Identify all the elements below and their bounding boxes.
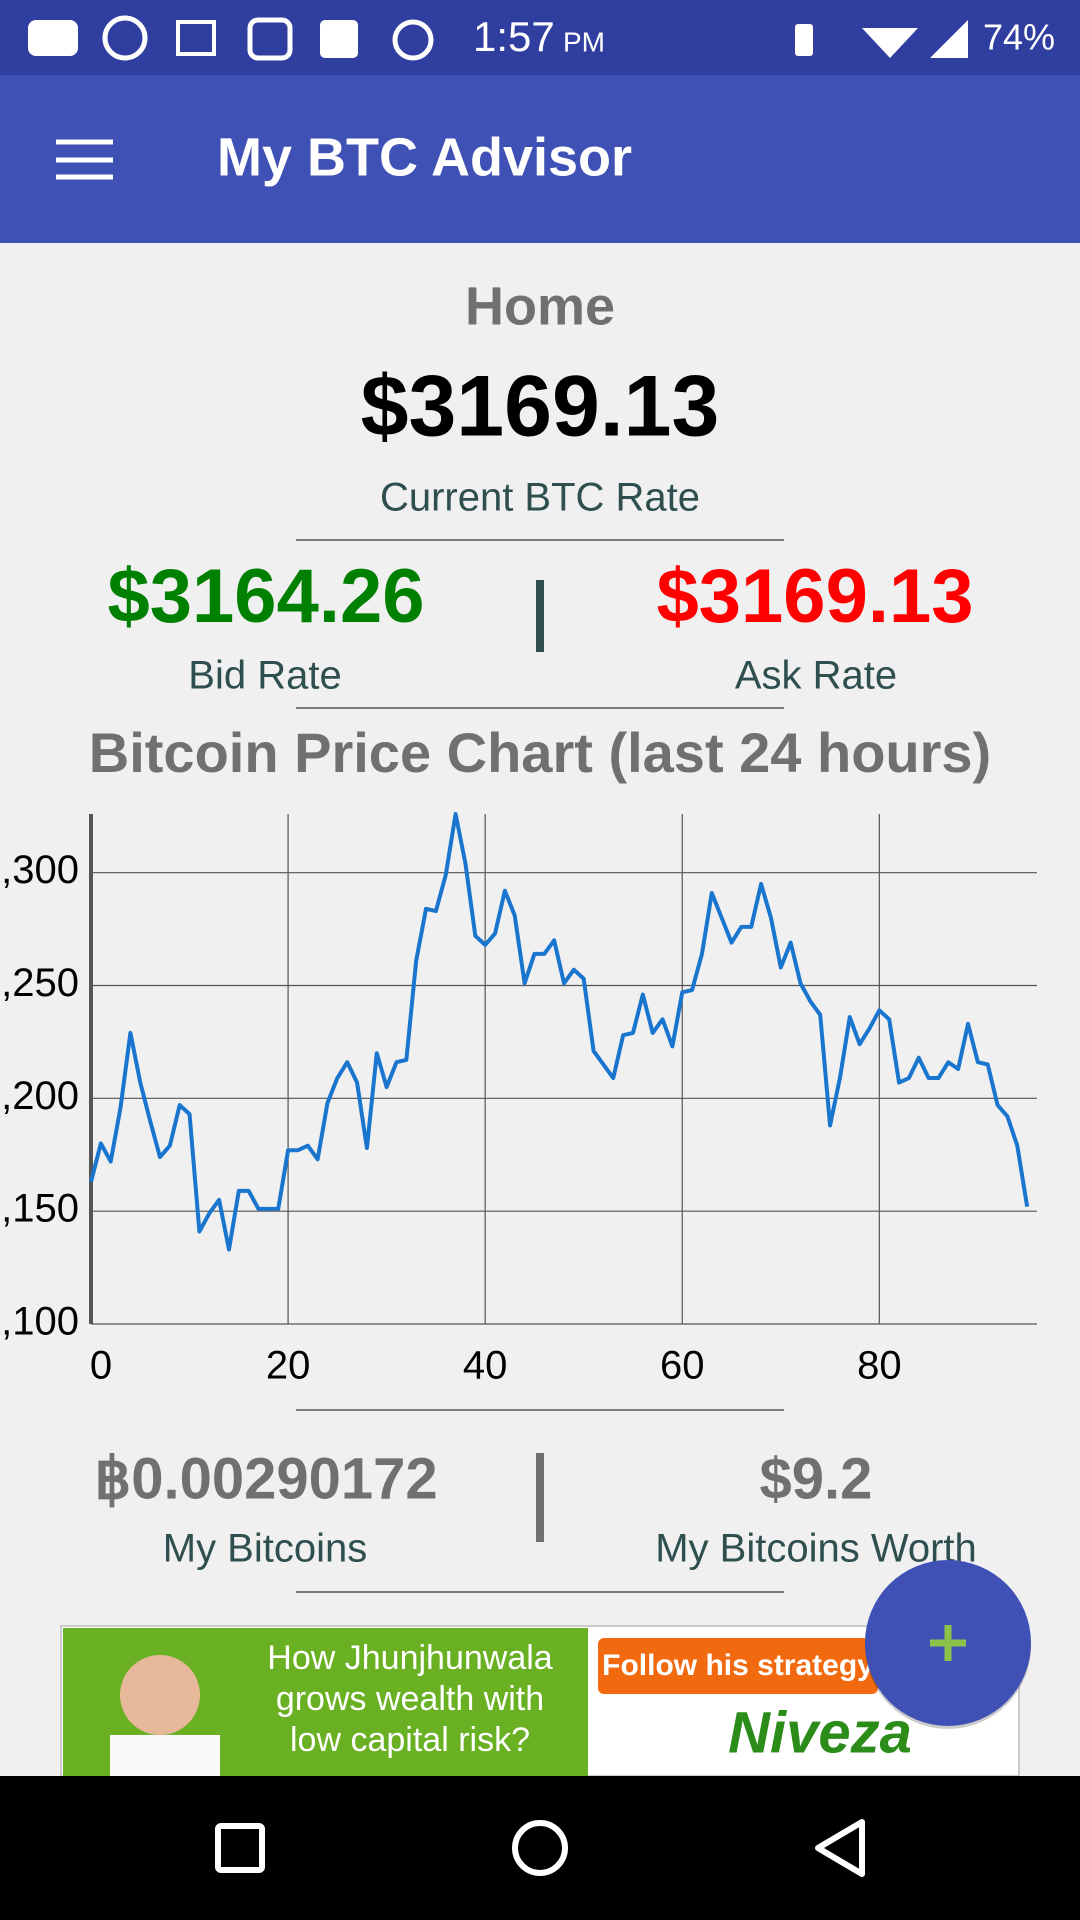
- my-bitcoins: ฿0.00290172: [94, 1446, 437, 1511]
- bid-rate: $3164.26: [108, 554, 425, 639]
- icon-message: [28, 20, 78, 56]
- heading: Home: [465, 276, 615, 336]
- ad-cta-button: [598, 1638, 878, 1694]
- nav-home[interactable]: [512, 1820, 568, 1876]
- x-tick-label: 40: [463, 1344, 508, 1388]
- price-chart: ,100 ,150 ,200 ,250 ,300 0 20 40 60 80: [1, 812, 1037, 1388]
- app-title: My BTC Advisor: [217, 127, 632, 187]
- app-bar: [0, 75, 1080, 243]
- x-tick-label: 80: [857, 1344, 902, 1388]
- chart-title: Bitcoin Price Chart (last 24 hours): [89, 721, 991, 784]
- ad-banner[interactable]: How Jhunjhunwala grows wealth with low c…: [60, 1625, 1020, 1777]
- status-time: 1:57: [473, 13, 555, 60]
- x-tick-label: 20: [266, 1344, 311, 1388]
- ad-headline: How Jhunjhunwala: [267, 1639, 552, 1677]
- nav-bar: [0, 1776, 1080, 1920]
- ask-rate-label: Ask Rate: [735, 654, 897, 698]
- status-icons: [28, 15, 968, 61]
- fab-button[interactable]: [865, 1560, 1031, 1729]
- ask-rate: $3169.13: [657, 554, 974, 639]
- icon-vibrate: [795, 24, 813, 56]
- x-tick-label: 0: [90, 1344, 112, 1388]
- y-tick-label: ,250: [1, 961, 79, 1005]
- icon-music: [392, 19, 434, 61]
- nav-back[interactable]: [815, 1819, 865, 1877]
- icon-gallery: [176, 20, 216, 56]
- current-rate: $3169.13: [361, 359, 720, 455]
- y-tick-label: ,300: [1, 848, 79, 892]
- x-tick-label: 60: [660, 1344, 705, 1388]
- ad-person-body: [110, 1735, 220, 1776]
- icon-linkedin: [320, 20, 358, 58]
- ad-person: [120, 1655, 200, 1735]
- ad-brand: Niveza: [728, 1700, 912, 1765]
- icon-whatsapp: [102, 15, 148, 61]
- y-tick-label: ,150: [1, 1187, 79, 1231]
- ad-headline: grows wealth with: [276, 1680, 544, 1718]
- icon-calendar: [247, 17, 293, 61]
- icon-wifi: [862, 28, 918, 58]
- y-tick-label: ,200: [1, 1074, 79, 1118]
- icon-signal: [930, 20, 968, 58]
- menu-button[interactable]: [56, 139, 113, 180]
- price-line: [89, 812, 1030, 1252]
- current-rate-label: Current BTC Rate: [380, 476, 700, 520]
- my-bitcoins-worth-label: My Bitcoins Worth: [655, 1527, 977, 1571]
- status-battery: 74%: [983, 17, 1055, 58]
- ad-headline: low capital risk?: [290, 1721, 530, 1759]
- my-bitcoins-label: My Bitcoins: [163, 1527, 368, 1571]
- ad-cta: Follow his strategy: [602, 1649, 874, 1682]
- status-am-pm: PM: [563, 26, 605, 57]
- bid-rate-label: Bid Rate: [188, 654, 341, 698]
- my-bitcoins-worth: $9.2: [760, 1446, 873, 1511]
- y-tick-label: ,100: [1, 1300, 79, 1344]
- nav-recent[interactable]: [215, 1823, 265, 1873]
